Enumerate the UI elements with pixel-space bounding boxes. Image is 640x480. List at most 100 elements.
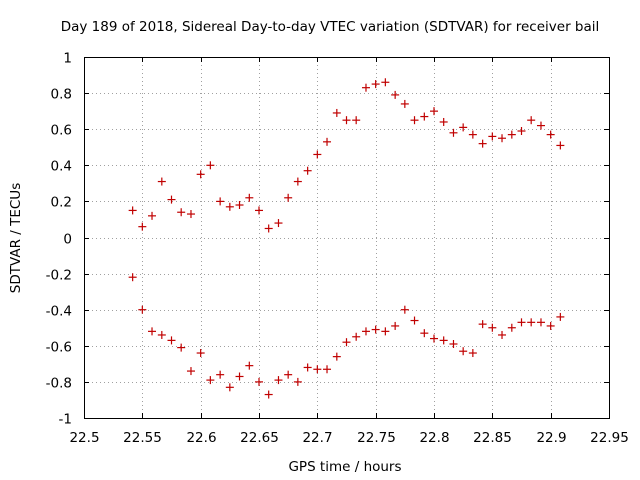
data-point [439, 117, 448, 126]
data-point [138, 305, 147, 314]
data-point [206, 161, 215, 170]
data-point [264, 224, 273, 233]
data-point [167, 336, 176, 345]
data-point [361, 327, 370, 336]
x-tick-labels: 22.5 22.55 22.6 22.65 22.7 22.75 22.8 22.85 22.9… [69, 430, 628, 446]
data-points [128, 78, 565, 399]
data-point [157, 177, 166, 186]
data-point [478, 320, 487, 329]
data-point [400, 99, 409, 108]
y-tick-label: -0.2 [46, 268, 72, 284]
data-point [274, 219, 283, 228]
data-point [186, 210, 195, 219]
data-point [371, 80, 380, 89]
x-tick-label: 22.85 [473, 430, 512, 446]
data-point [498, 134, 507, 143]
y-tick-label: -0.8 [46, 376, 72, 392]
data-point [177, 343, 186, 352]
data-point [420, 112, 429, 121]
data-point [274, 376, 283, 385]
data-point [225, 202, 234, 211]
data-point [186, 367, 195, 376]
data-point [303, 166, 312, 175]
data-point [498, 330, 507, 339]
data-point [225, 383, 234, 392]
data-point [323, 365, 332, 374]
data-point [430, 334, 438, 343]
data-point [255, 206, 263, 215]
data-point [255, 377, 263, 386]
data-point [196, 349, 205, 358]
data-point [245, 361, 254, 370]
data-point [148, 327, 157, 336]
axis-ticks [84, 57, 610, 419]
grid-lines [84, 57, 609, 418]
data-point [303, 363, 312, 372]
data-point [420, 329, 429, 338]
data-point [361, 83, 370, 92]
data-point [323, 137, 332, 146]
y-tick-label: 0.6 [51, 123, 72, 139]
data-point [391, 90, 400, 99]
data-point [293, 177, 302, 186]
plot-frame [84, 57, 610, 419]
data-point [138, 222, 147, 231]
data-point [352, 116, 361, 125]
x-tick-label: 22.7 [302, 430, 332, 446]
data-point [449, 339, 458, 348]
y-tick-labels: -1 -0.8 -0.6 -0.4 -0.2 0 0.2 0.4 0.6 0.8 1 [46, 51, 72, 428]
data-point [517, 318, 526, 327]
data-point [449, 128, 458, 137]
data-point [332, 352, 341, 361]
data-point [245, 193, 254, 202]
x-tick-label: 22.5 [69, 430, 99, 446]
y-tick-label: 0.4 [51, 159, 72, 175]
data-point [381, 327, 390, 336]
data-point [546, 321, 555, 330]
data-point [216, 197, 225, 206]
y-tick-label: 0.8 [51, 87, 72, 103]
x-axis-label: GPS time / hours [288, 459, 401, 475]
data-point [206, 376, 215, 385]
data-point [459, 123, 468, 132]
data-point [478, 139, 487, 148]
data-point [517, 127, 526, 136]
data-point [371, 325, 380, 334]
data-point [342, 116, 351, 125]
data-point [488, 132, 497, 141]
data-point [410, 116, 419, 125]
data-point [284, 370, 293, 379]
data-point [216, 370, 225, 379]
data-point [167, 195, 176, 204]
data-point [400, 305, 409, 314]
data-point [313, 365, 322, 374]
x-tick-label: 22.8 [419, 430, 449, 446]
data-point [439, 336, 448, 345]
data-point [157, 330, 166, 339]
data-point [235, 201, 244, 210]
data-point [128, 273, 137, 282]
data-point [381, 78, 390, 87]
data-point [284, 193, 293, 202]
data-point [148, 211, 157, 220]
x-tick-label: 22.75 [357, 430, 396, 446]
y-tick-label: 0.2 [51, 195, 72, 211]
data-point [556, 312, 565, 321]
data-point [128, 206, 137, 215]
data-point [556, 141, 565, 150]
data-point [342, 338, 351, 347]
data-point [507, 130, 516, 139]
data-point [313, 150, 322, 159]
data-point [293, 377, 302, 386]
x-tick-label: 22.9 [536, 430, 566, 446]
data-point [527, 318, 536, 327]
data-point [430, 107, 438, 116]
data-point [507, 323, 516, 332]
data-point [352, 332, 361, 341]
data-point [468, 130, 477, 139]
y-axis-label: SDTVAR / TECUs [8, 183, 24, 293]
data-point [536, 121, 545, 130]
data-point [196, 170, 205, 179]
y-tick-label: 1 [63, 51, 72, 67]
